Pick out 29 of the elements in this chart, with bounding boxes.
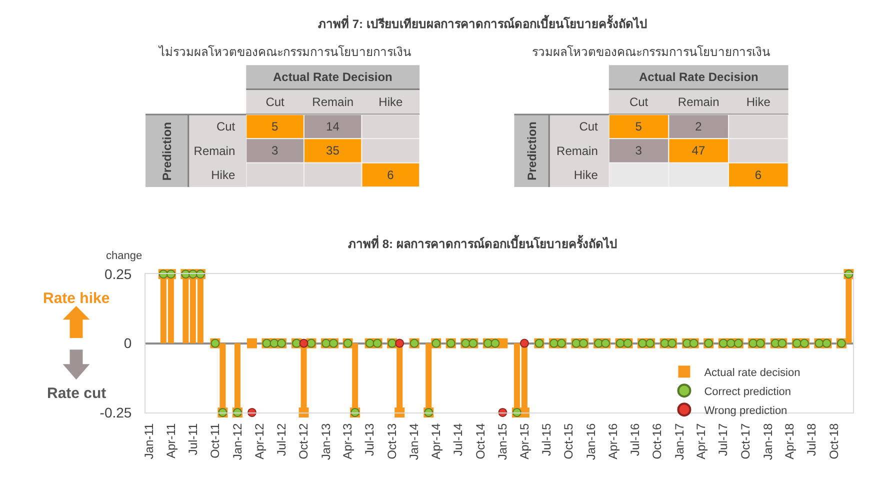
- text: ภาพที่ 7: เปรียบเทียบผลการคาดการณ์ดอกเบี้ยนโยบายครั้งถัดไป: [318, 14, 648, 31]
- data-label: 3: [635, 144, 642, 158]
- y-tick-label: Hike: [211, 168, 236, 182]
- y-tick-label: Cut: [216, 120, 236, 134]
- y-axis-title: Prediction: [160, 122, 174, 181]
- data-label: 2: [695, 120, 702, 134]
- y-tick-label: Remain: [194, 144, 236, 158]
- x-tick-label: Remain: [678, 95, 720, 110]
- data-label: 6: [754, 168, 762, 182]
- data-label: 35: [326, 144, 340, 158]
- data-label: 47: [692, 144, 706, 158]
- data-label: 14: [326, 120, 340, 134]
- y-tick-label: Cut: [579, 120, 599, 134]
- x-axis-title: Actual Rate Decision: [273, 70, 392, 84]
- data-label: 5: [272, 120, 279, 134]
- x-axis-title: Actual Rate Decision: [639, 70, 758, 84]
- chart-subtitle: รวมผลโหวตของคณะกรรมการนโยบายการเงิน: [532, 45, 770, 59]
- x-tick-label: Hike: [378, 95, 403, 110]
- data-label: 3: [272, 144, 279, 158]
- y-tick-label: Hike: [574, 168, 598, 182]
- x-tick-label: Cut: [266, 95, 286, 110]
- x-tick-label: Hike: [746, 95, 771, 110]
- data-label: 5: [635, 120, 642, 134]
- y-axis-title: Prediction: [524, 122, 539, 180]
- chart-subtitle: ไม่รวมผลโหวตของคณะกรรมการนโยบายการเงิน: [158, 45, 411, 59]
- x-tick-label: Remain: [312, 95, 354, 110]
- data-label: 6: [387, 168, 394, 182]
- x-tick-label: Cut: [629, 95, 649, 110]
- y-tick-label: Remain: [556, 144, 598, 158]
